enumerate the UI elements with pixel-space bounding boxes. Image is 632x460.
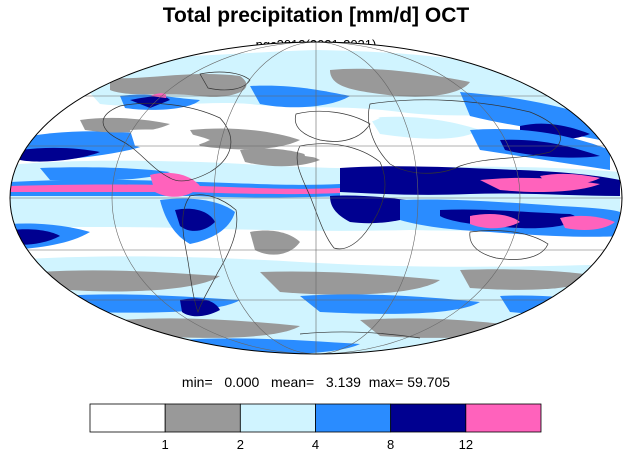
colorbar-swatch <box>164 403 241 433</box>
max-label: max= <box>368 374 404 390</box>
plot-title: Total precipitation [mm/d] OCT <box>162 4 470 27</box>
colorbar-swatch <box>390 403 467 433</box>
mean-label: mean= <box>271 374 315 390</box>
colorbar-swatch <box>89 403 166 433</box>
max-value: 59.705 <box>407 374 451 390</box>
colorbar-tick-label: 12 <box>459 437 473 452</box>
tropics-band <box>10 160 620 250</box>
graticule <box>10 42 622 354</box>
colorbar-tick-label: 2 <box>237 437 244 452</box>
colorbar-swatch <box>315 403 392 433</box>
min-value: 0.000 <box>224 374 260 390</box>
colorbar-swatch <box>465 403 542 433</box>
globe-outline <box>9 41 623 355</box>
colorbar-tick-label: 4 <box>312 437 319 452</box>
north-polar-band <box>60 50 600 140</box>
continent-outlines <box>102 71 561 339</box>
colorbar-tick-label: 1 <box>162 437 169 452</box>
mean-value: 3.139 <box>325 374 361 390</box>
colorbar-tick-label: 8 <box>387 437 394 452</box>
colorbar-swatch <box>239 403 316 433</box>
min-label: min= <box>181 374 213 390</box>
statistics-line: min= 0.000 mean= 3.139 max= 59.705 <box>0 374 632 390</box>
